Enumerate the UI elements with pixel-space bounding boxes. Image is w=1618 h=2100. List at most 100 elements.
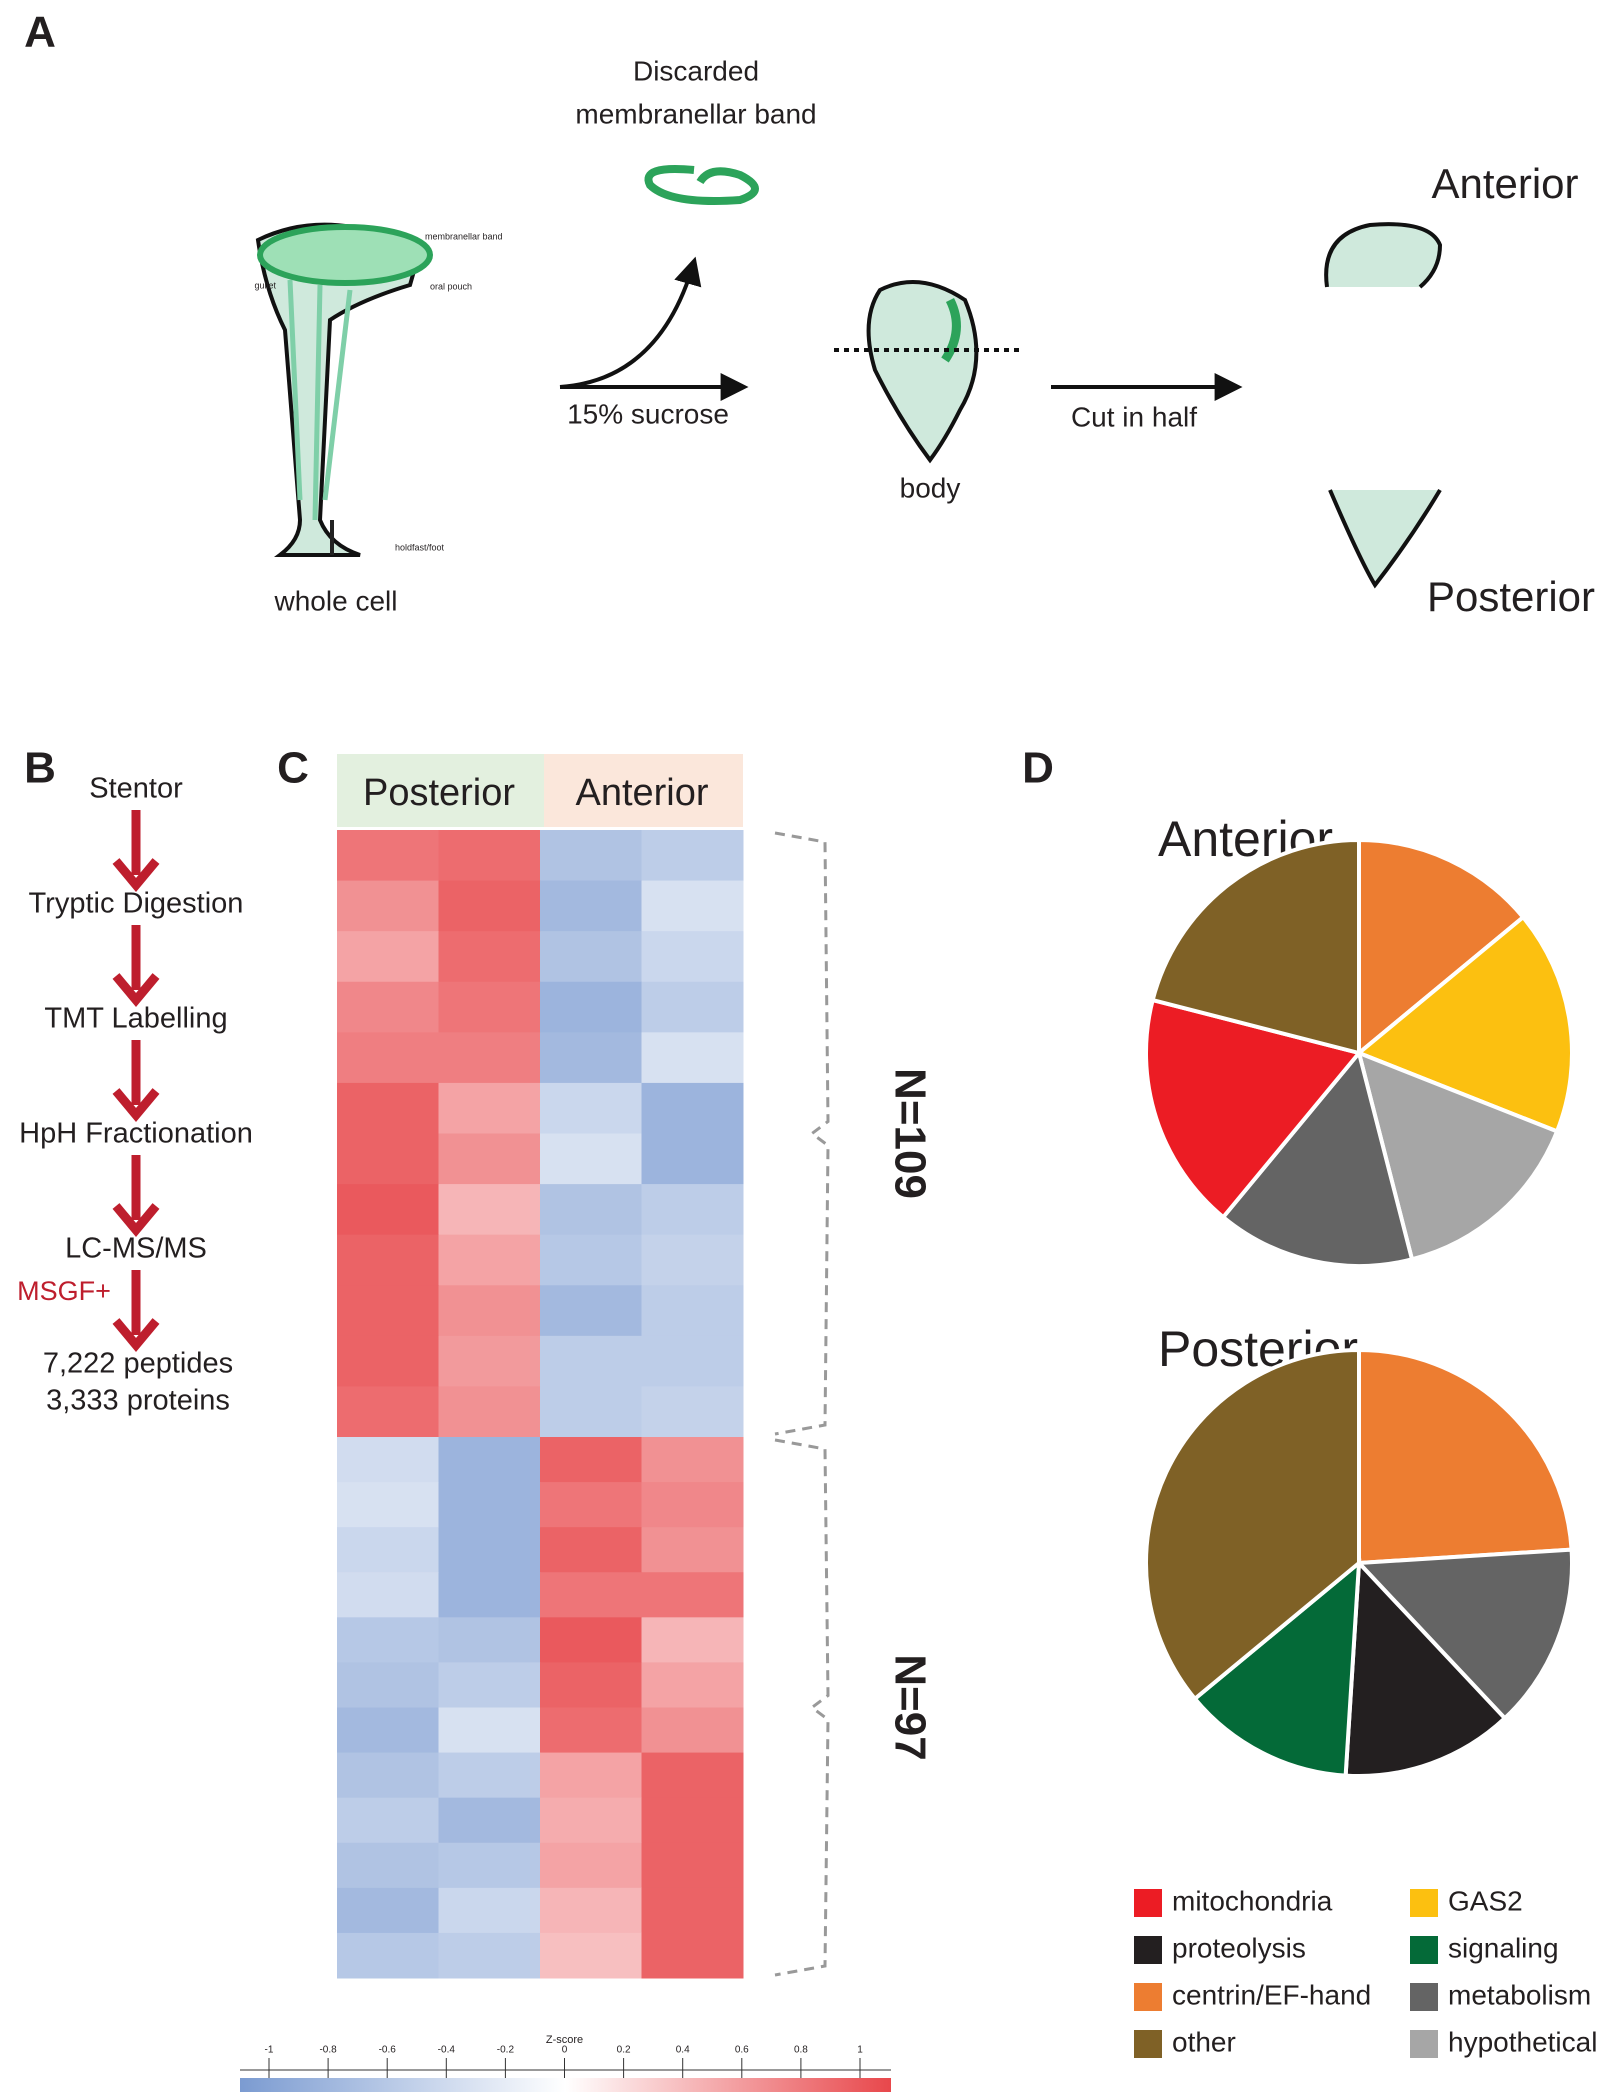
heatmap-cell <box>641 1032 744 1084</box>
legend-swatch <box>1134 1889 1162 1917</box>
column-label: Anterior <box>575 772 708 814</box>
cluster-bracket <box>774 831 830 1436</box>
heatmap-cell <box>540 1133 642 1185</box>
heatmap-cell <box>337 1887 439 1934</box>
heatmap-cell <box>540 1887 642 1934</box>
heatmap-cell <box>540 830 642 882</box>
legend-swatch <box>1410 1936 1438 1964</box>
heatmap-cell <box>641 1527 744 1573</box>
colorbar-tick-label: 0.8 <box>794 2045 808 2056</box>
heatmap-cell <box>438 1032 541 1084</box>
flow-arrow-head <box>112 1088 160 1123</box>
heatmap-cell <box>438 830 541 882</box>
heatmap-cell <box>337 1617 439 1663</box>
heatmap-cell <box>438 1482 541 1528</box>
posterior-half <box>1328 488 1442 589</box>
heatmap-cell <box>641 931 744 983</box>
heatmap-cell <box>337 880 439 932</box>
heatmap-cell <box>540 1797 642 1844</box>
heatmap-cell <box>438 1932 541 1979</box>
pie-slice <box>1192 1558 1362 1778</box>
legend-swatch <box>1134 1936 1162 1964</box>
heatmap-cell <box>337 1082 439 1134</box>
colorbar-tick-label: -0.8 <box>319 2045 337 2056</box>
heatmap-cell <box>438 1082 541 1134</box>
heatmap-cell <box>337 1335 439 1387</box>
colorbar-tick-label: -0.2 <box>497 2045 515 2056</box>
heatmap-cell <box>337 830 439 882</box>
heatmap-cell <box>540 1662 642 1708</box>
cell-part-label: oral pouch <box>430 281 472 291</box>
heatmap-cell <box>540 1752 642 1799</box>
colorbar-tick-label: 0 <box>562 2045 568 2056</box>
flow-arrow-head <box>112 973 160 1008</box>
heatmap-cell <box>641 1386 744 1438</box>
heatmap-cell <box>438 1752 541 1799</box>
diagram-label: Cut in half <box>1071 401 1197 432</box>
heatmap-cell <box>438 1842 541 1889</box>
panel-label: D <box>1022 744 1054 793</box>
heatmap-cell <box>641 1707 744 1754</box>
cell-part-label: membranellar band <box>425 231 503 241</box>
heatmap-cell <box>337 1386 439 1438</box>
colorbar-tick-label: 1 <box>857 2045 863 2056</box>
heatmap-cell <box>438 1572 541 1618</box>
legend-swatch <box>1410 1983 1438 2011</box>
colorbar-title: Z-score <box>546 2034 583 2046</box>
colorbar-tick-label: -1 <box>265 2045 274 2056</box>
heatmap-cell <box>337 1133 439 1185</box>
panel-label: A <box>24 8 56 57</box>
legend-label: hypothetical <box>1448 2026 1597 2057</box>
heatmap-cell <box>641 1617 744 1663</box>
heatmap-cell <box>438 1707 541 1754</box>
heatmap-cell <box>438 1234 541 1286</box>
heatmap-cell <box>337 1437 439 1483</box>
workflow-step: Tryptic Digestion <box>29 888 244 920</box>
pie-slice <box>1144 1347 1361 1702</box>
colorbar <box>240 2078 891 2092</box>
body-drawing <box>866 280 979 464</box>
heatmap-cell <box>641 1335 744 1387</box>
heatmap-cell <box>337 1032 439 1084</box>
heatmap-cell <box>438 1437 541 1483</box>
diagram-label: membranellar band <box>575 98 816 129</box>
legend-label: signaling <box>1448 1932 1559 1963</box>
heatmap-cell <box>641 1482 744 1528</box>
heatmap-cell <box>438 1133 541 1185</box>
heatmap-cell <box>540 1437 642 1483</box>
heatmap-cell <box>540 1386 642 1438</box>
workflow-step: LC-MS/MS <box>65 1233 207 1265</box>
heatmap-cell <box>641 1662 744 1708</box>
heatmap-cell <box>438 1797 541 1844</box>
workflow-step: Stentor <box>89 773 183 805</box>
heatmap-cell <box>641 1234 744 1286</box>
colorbar-tick-label: -0.6 <box>379 2045 397 2056</box>
legend-swatch <box>1134 1983 1162 2011</box>
flow-arrow-head <box>112 1203 160 1238</box>
heatmap-cell <box>540 1617 642 1663</box>
heatmap-cell <box>641 1752 744 1799</box>
diagram-label: Discarded <box>633 55 759 86</box>
heatmap-cell <box>438 1887 541 1934</box>
heatmap-cell <box>337 1752 439 1799</box>
panel-label: C <box>277 744 309 793</box>
colorbar-tick-label: 0.4 <box>676 2045 690 2056</box>
heatmap-cell <box>438 1662 541 1708</box>
heatmap-cell <box>641 1932 744 1979</box>
heatmap-cell <box>438 931 541 983</box>
heatmap-cell <box>540 1285 642 1337</box>
header-bg <box>337 754 544 827</box>
pie-slice <box>1150 837 1361 1056</box>
heatmap-cell <box>641 1133 744 1185</box>
cluster-label: N=109 <box>885 1068 934 1199</box>
heatmap-cell <box>438 880 541 932</box>
curved-arrow <box>559 256 702 389</box>
header-bg <box>544 754 743 827</box>
pie-slice <box>1356 1049 1560 1262</box>
pie-slice <box>1144 997 1363 1220</box>
heatmap-cell <box>337 1285 439 1337</box>
legend-label: GAS2 <box>1448 1885 1523 1916</box>
pie-slice <box>1220 1048 1415 1268</box>
legend-swatch <box>1410 2030 1438 2058</box>
diagram-label: Anterior <box>1431 160 1578 207</box>
